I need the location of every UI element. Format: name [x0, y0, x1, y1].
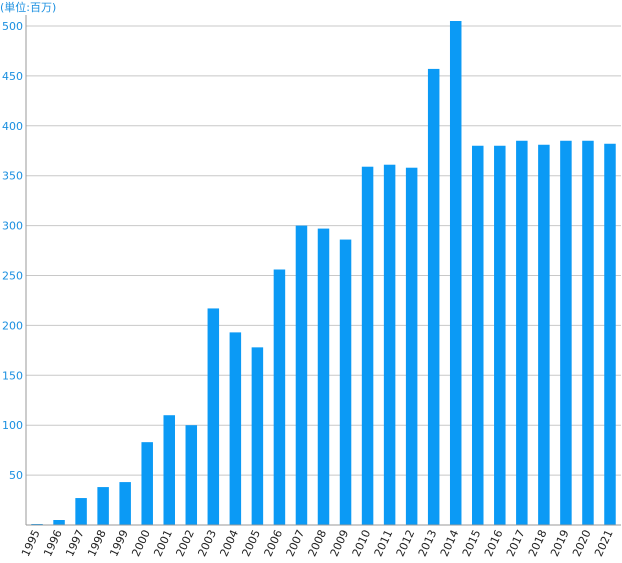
x-tick-label-2003: 2003 — [195, 528, 219, 559]
x-tick-label-1997: 1997 — [63, 528, 87, 559]
y-axis-ticks: 50 100 150 200 250 300 350 400 450 500 — [2, 20, 23, 482]
x-tick-label-2015: 2015 — [460, 528, 484, 559]
y-tick-label-250: 250 — [2, 269, 23, 282]
x-tick-label-2016: 2016 — [482, 528, 506, 559]
x-tick-label-1996: 1996 — [41, 528, 65, 559]
y-tick-label-450: 450 — [2, 70, 23, 83]
x-tick-label-2002: 2002 — [173, 528, 197, 559]
x-tick-label-2010: 2010 — [350, 528, 374, 559]
y-tick-label-150: 150 — [2, 369, 23, 382]
unit-label: (単位:百万) — [0, 0, 56, 14]
y-tick-label-350: 350 — [2, 170, 23, 183]
bar-2021 — [604, 143, 616, 525]
x-tick-label-2019: 2019 — [548, 528, 572, 559]
x-tick-label-2020: 2020 — [570, 528, 594, 559]
x-tick-label-1999: 1999 — [107, 528, 131, 559]
bar-2016 — [494, 145, 506, 525]
bar-2020 — [582, 140, 594, 525]
bar-2010 — [361, 166, 374, 526]
y-tick-label-300: 300 — [2, 220, 23, 233]
x-axis-ticks: 1995199619971998199920002001200220032004… — [19, 528, 616, 559]
bar-1999 — [119, 482, 131, 525]
bar-2008 — [317, 228, 330, 525]
y-tick-label-50: 50 — [9, 469, 23, 482]
x-tick-label-2006: 2006 — [262, 528, 286, 559]
bar-2014 — [449, 21, 462, 525]
x-tick-label-2004: 2004 — [217, 528, 241, 559]
x-tick-label-2021: 2021 — [592, 528, 616, 559]
bar-2002 — [185, 425, 198, 525]
y-tick-label-100: 100 — [2, 419, 23, 432]
bar-1996 — [53, 520, 65, 525]
bar-2009 — [339, 239, 352, 525]
bar-2015 — [472, 145, 484, 525]
bar-2012 — [405, 167, 418, 525]
bar-2007 — [295, 225, 308, 525]
bar-2011 — [383, 164, 396, 526]
x-tick-label-2011: 2011 — [372, 528, 396, 559]
bar-2004 — [229, 332, 242, 525]
x-tick-label-2000: 2000 — [129, 528, 153, 559]
bar-1998 — [97, 487, 109, 525]
bar-2001 — [163, 415, 175, 525]
x-tick-label-2001: 2001 — [151, 528, 175, 559]
x-tick-label-2007: 2007 — [284, 528, 308, 559]
x-tick-label-2012: 2012 — [394, 528, 418, 559]
x-tick-label-2005: 2005 — [239, 528, 263, 559]
bar-2005 — [251, 347, 264, 525]
x-tick-label-1995: 1995 — [19, 528, 43, 559]
x-tick-label-2009: 2009 — [328, 528, 352, 559]
x-tick-label-2008: 2008 — [306, 528, 330, 559]
y-tick-label-200: 200 — [2, 319, 23, 332]
y-tick-label-500: 500 — [2, 20, 23, 33]
bar-2019 — [560, 140, 572, 525]
x-tick-label-2014: 2014 — [438, 528, 462, 559]
x-tick-label-2013: 2013 — [416, 528, 440, 559]
bar-2013 — [427, 68, 440, 525]
y-tick-label-400: 400 — [2, 120, 23, 133]
axes — [25, 15, 621, 526]
bar-2003 — [207, 308, 220, 525]
x-tick-label-2018: 2018 — [526, 528, 550, 559]
bar-2000 — [141, 442, 153, 525]
bar-2006 — [273, 269, 286, 525]
x-tick-label-2017: 2017 — [504, 528, 528, 559]
x-tick-label-1998: 1998 — [85, 528, 109, 559]
bar-2018 — [538, 144, 550, 525]
bars — [31, 21, 616, 526]
bar-2017 — [516, 140, 528, 525]
bar-1997 — [75, 498, 87, 525]
